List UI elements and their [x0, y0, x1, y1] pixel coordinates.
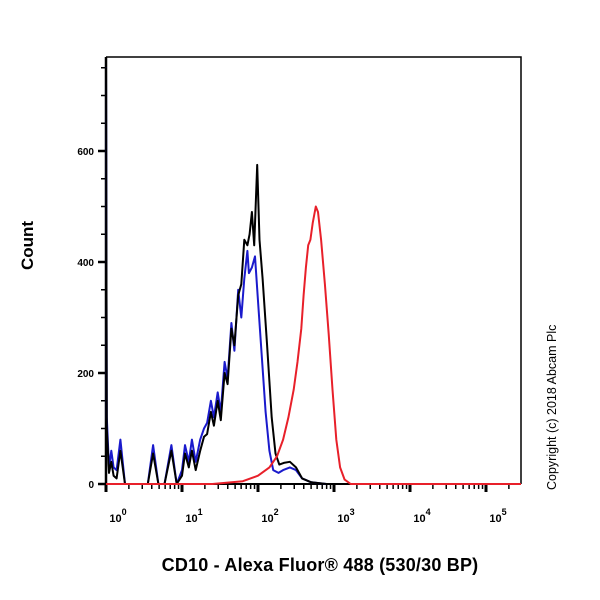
- plot-frame: [106, 56, 522, 484]
- series-line-unstained-control: [105, 67, 521, 485]
- x-tick-label: 102: [261, 507, 278, 525]
- histogram-series: [105, 67, 521, 485]
- series-line-isotype-control: [105, 67, 521, 485]
- copyright-notice: Copyright (c) 2018 Abcam Plc: [545, 324, 559, 490]
- y-tick-label: 400: [77, 258, 94, 269]
- y-tick-label: 200: [77, 369, 94, 380]
- y-axis-label: Count: [18, 220, 37, 270]
- y-tick-label: 0: [88, 480, 94, 491]
- x-axis: 100 101 102 103 104 105: [98, 483, 521, 525]
- x-tick-label: 103: [337, 507, 354, 525]
- x-tick-label: 100: [109, 507, 126, 525]
- x-tick-label: 101: [185, 507, 202, 525]
- x-axis-label: CD10 - Alexa Fluor® 488 (530/30 BP): [161, 555, 479, 575]
- series-line-cd10-antibody: [106, 205, 521, 485]
- y-axis: 0 200 400 600: [77, 57, 108, 491]
- x-tick-label: 104: [413, 507, 430, 525]
- x-tick-label: 105: [489, 507, 506, 525]
- y-tick-label: 600: [77, 147, 94, 158]
